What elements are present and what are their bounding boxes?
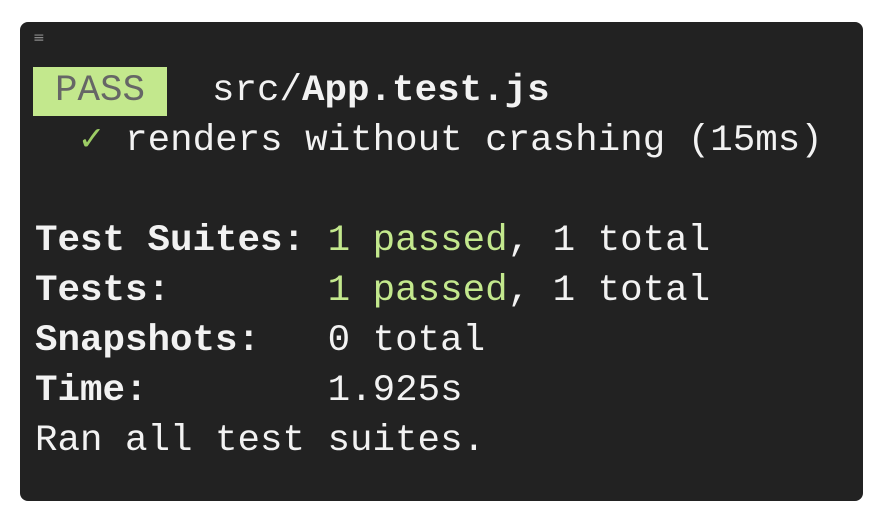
- time-value: 1.925s: [327, 370, 463, 412]
- blank-line: [35, 166, 823, 216]
- test-path-dir: src/: [212, 70, 303, 112]
- suites-total: , 1 total: [507, 220, 711, 262]
- tests-passed: 1 passed: [327, 270, 508, 312]
- suites-summary: Test Suites: 1 passed, 1 total: [35, 216, 823, 266]
- terminal-window: ≡ PASS src/App.test.js ✓ renders without…: [20, 22, 863, 501]
- test-case-name: renders without crashing (15ms): [125, 120, 823, 162]
- check-icon: ✓: [80, 120, 103, 162]
- snapshots-label: Snapshots:: [35, 320, 328, 362]
- time-label: Time:: [35, 370, 328, 412]
- hamburger-menu-icon[interactable]: ≡: [33, 30, 45, 46]
- test-path-file: App.test.js: [302, 70, 550, 112]
- footer-line: Ran all test suites.: [35, 420, 486, 462]
- tests-label: Tests:: [35, 270, 328, 312]
- pass-badge: PASS: [33, 67, 168, 116]
- suites-label: Test Suites:: [35, 220, 328, 262]
- snapshots-summary: Snapshots: 0 total: [35, 316, 823, 366]
- suites-passed: 1 passed: [327, 220, 508, 262]
- snapshots-value: 0 total: [327, 320, 486, 362]
- time-summary: Time: 1.925s: [35, 366, 823, 416]
- tests-summary: Tests: 1 passed, 1 total: [35, 266, 823, 316]
- tests-total: , 1 total: [507, 270, 711, 312]
- result-line: PASS src/App.test.js: [33, 66, 823, 116]
- test-case-line: ✓ renders without crashing (15ms): [35, 116, 823, 166]
- terminal-output: PASS src/App.test.js ✓ renders without c…: [33, 66, 823, 466]
